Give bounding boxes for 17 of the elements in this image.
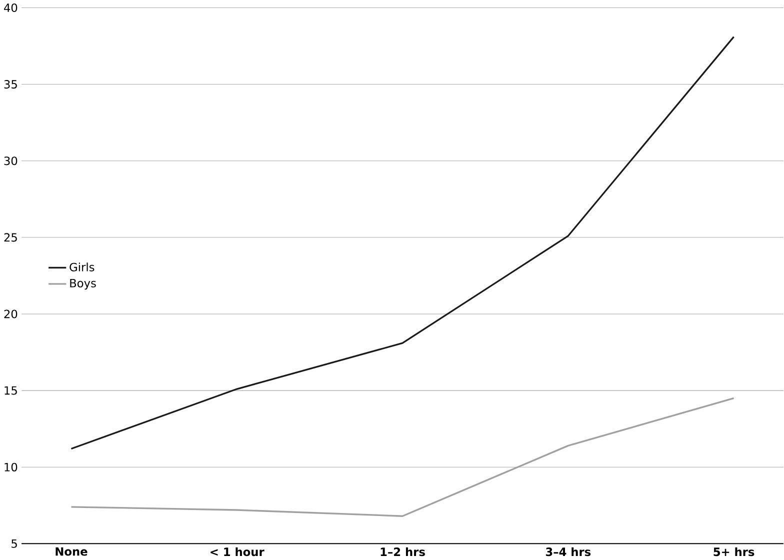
y-tick-label: 35: [4, 80, 17, 89]
y-tick-label: 5: [12, 540, 17, 548]
line-series: [70, 36, 735, 450]
y-tick-label: 25: [4, 233, 17, 242]
x-tick-label: 1–2 hrs: [380, 548, 425, 556]
y-tick-label: 40: [4, 4, 18, 12]
y-tick-label: 20: [4, 310, 18, 319]
y-tick-label: 10: [4, 463, 18, 472]
y-tick-label: 15: [4, 386, 17, 395]
x-tick-label: 3–4 hrs: [546, 548, 591, 556]
legend-label: Boys: [70, 279, 96, 290]
line-series: [70, 398, 735, 518]
legend-label: Girls: [70, 262, 94, 272]
x-tick-label: 5+ hrs: [714, 548, 754, 556]
y-tick-label: 30: [4, 156, 18, 166]
x-tick-label: None: [56, 548, 88, 556]
x-tick-label: < 1 hour: [210, 548, 264, 556]
